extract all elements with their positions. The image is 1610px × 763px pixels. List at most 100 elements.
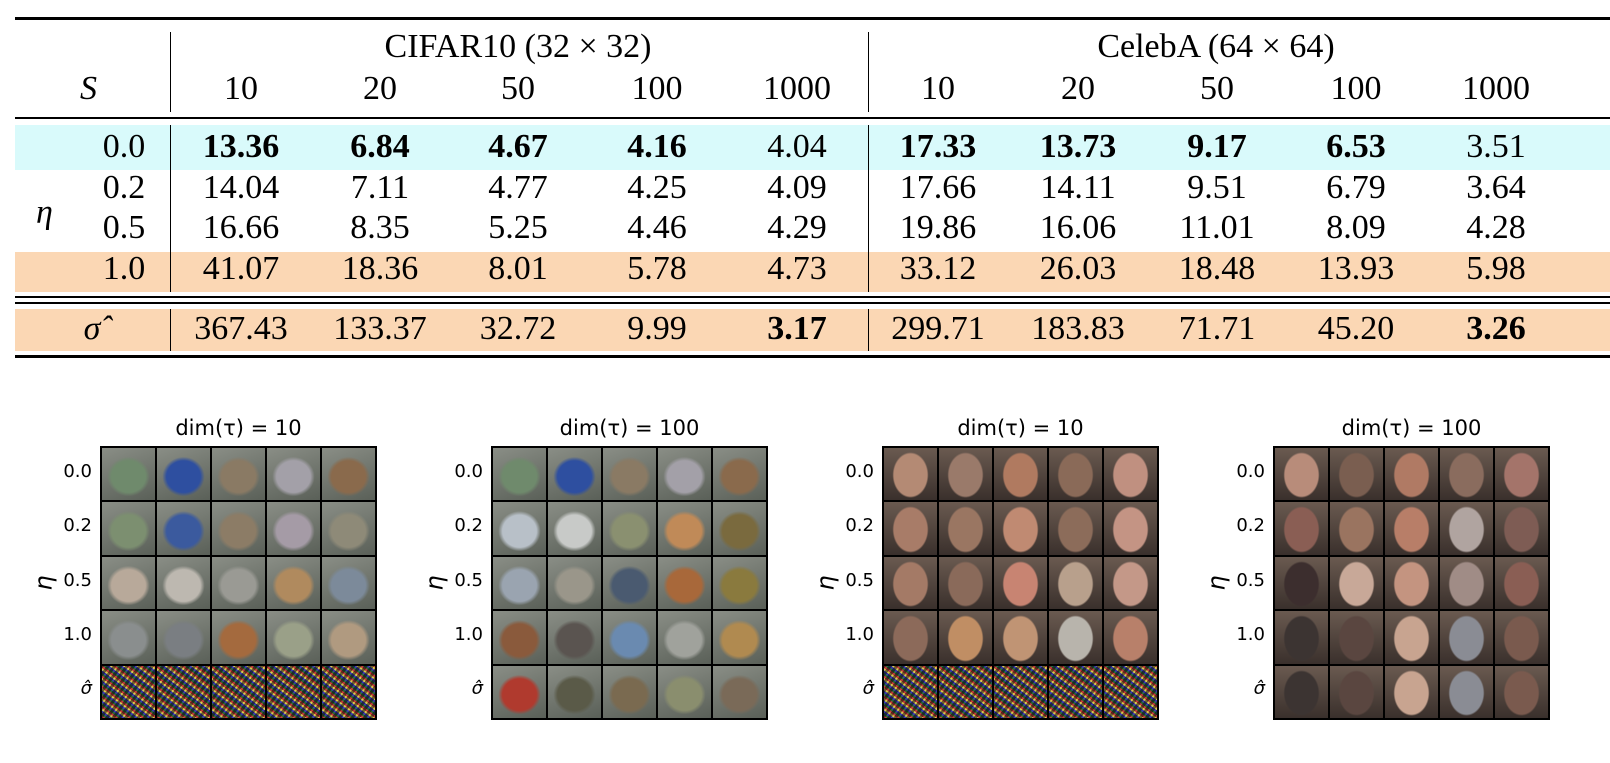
sample-image: [994, 448, 1047, 501]
panel-title: dim(τ) = 10: [175, 416, 302, 440]
step-header: 20: [1061, 70, 1095, 107]
sample-image: [1440, 665, 1493, 718]
sample-image: [1440, 502, 1493, 555]
table-bottom-rule: [15, 355, 1610, 358]
panel-title: dim(τ) = 100: [1341, 416, 1482, 440]
sample-image: [1049, 556, 1102, 610]
table-cell: 8.35: [350, 209, 410, 246]
step-header: 1000: [1462, 70, 1530, 107]
table-cell: 18.48: [1178, 250, 1256, 287]
sample-image: [939, 665, 992, 718]
sample-image: [1275, 611, 1328, 664]
sample-image: [658, 556, 711, 610]
step-header: 100: [1330, 70, 1382, 107]
sample-image: [157, 665, 210, 718]
eta-group-label: η: [36, 194, 53, 231]
step-header: 10: [224, 70, 258, 107]
sample-image: [157, 611, 210, 664]
sample-image: [1440, 448, 1493, 501]
sample-image: [713, 448, 766, 501]
table-cell: 16.06: [1039, 209, 1117, 246]
table-cell: 7.11: [350, 169, 410, 206]
header-rule: [15, 117, 1610, 119]
table-cell: 4.04: [767, 128, 827, 165]
table-top-rule: [15, 17, 1610, 20]
step-header: 10: [921, 70, 955, 107]
step-header: 20: [363, 70, 397, 107]
sample-image: [322, 611, 375, 664]
table-cell: 3.17: [767, 310, 827, 347]
sample-image: [267, 502, 320, 555]
sample-image: [157, 448, 210, 501]
sample-image: [1330, 665, 1383, 718]
sample-image: [713, 665, 766, 718]
table-cell: 4.67: [488, 128, 548, 165]
sample-image: [102, 556, 155, 610]
grid-row-label: 0.0: [1236, 461, 1265, 482]
sample-image: [713, 611, 766, 664]
table-cell: 3.26: [1466, 310, 1526, 347]
vline-label-sigma: [170, 309, 172, 351]
table-cell: 183.83: [1031, 310, 1125, 347]
step-header: 50: [1200, 70, 1234, 107]
grid-row-label: 0.2: [1236, 515, 1265, 536]
table-cell: 11.01: [1179, 209, 1255, 246]
table-cell: 13.73: [1039, 128, 1117, 165]
sample-image: [884, 502, 937, 555]
table-cell: 5.25: [488, 209, 548, 246]
sample-image: [548, 556, 601, 610]
sample-image: [212, 502, 265, 555]
sample-image: [713, 556, 766, 610]
table-cell: 4.09: [767, 169, 827, 206]
table-cell: 9.99: [627, 310, 687, 347]
sample-panel-cifar-dim10: dim(τ) = 10 η 0.0 0.2 0.5 1.0 σ̂: [30, 415, 377, 725]
table-cell: 9.17: [1187, 128, 1247, 165]
table-cell: 4.46: [627, 209, 687, 246]
sample-image: [884, 556, 937, 610]
grid-row-label: 0.2: [845, 515, 874, 536]
sample-image: [493, 556, 546, 610]
sample-image: [1440, 556, 1493, 610]
panel-title: dim(τ) = 10: [957, 416, 1084, 440]
sample-image: [1275, 556, 1328, 610]
sample-image: [267, 448, 320, 501]
table-cell: 4.28: [1466, 209, 1526, 246]
sample-image: [493, 665, 546, 718]
sample-image: [267, 611, 320, 664]
row-highlight-sigma: [15, 309, 1610, 351]
sample-image: [157, 502, 210, 555]
sample-image: [603, 611, 656, 664]
image-grid: [1273, 446, 1550, 720]
sample-panel-celeba-dim100: dim(τ) = 100 η 0.0 0.2 0.5 1.0 σ̂: [1203, 415, 1550, 725]
sample-image: [994, 502, 1047, 555]
sample-image: [994, 556, 1047, 610]
sample-image: [212, 611, 265, 664]
sample-image: [1330, 611, 1383, 664]
sample-image: [322, 556, 375, 610]
sample-image: [1104, 448, 1157, 501]
vline-label-body: [170, 125, 172, 292]
sample-image: [939, 556, 992, 610]
table-cell: 6.79: [1326, 169, 1386, 206]
grid-row-label: 1.0: [845, 624, 874, 645]
grid-row-label: σ̂: [1253, 678, 1265, 699]
grid-row-label: σ̂: [471, 678, 483, 699]
table-cell: 4.77: [488, 169, 548, 206]
sample-image: [267, 665, 320, 718]
sample-image: [939, 502, 992, 555]
table-cell: 8.01: [488, 250, 548, 287]
sample-image: [322, 502, 375, 555]
table-cell: 6.84: [350, 128, 410, 165]
sample-image: [603, 556, 656, 610]
row-label: 0.0: [102, 128, 146, 165]
image-grid: [882, 446, 1159, 720]
sample-image: [102, 502, 155, 555]
table-cell: 18.36: [341, 250, 419, 287]
table-cell: 17.66: [899, 169, 977, 206]
grid-row-label: 0.0: [845, 461, 874, 482]
sample-image: [1385, 448, 1438, 501]
sample-image: [1049, 611, 1102, 664]
group-title-cifar10: CIFAR10 (32 × 32): [384, 28, 652, 65]
table-cell: 17.33: [899, 128, 977, 165]
table-cell: 4.25: [627, 169, 687, 206]
